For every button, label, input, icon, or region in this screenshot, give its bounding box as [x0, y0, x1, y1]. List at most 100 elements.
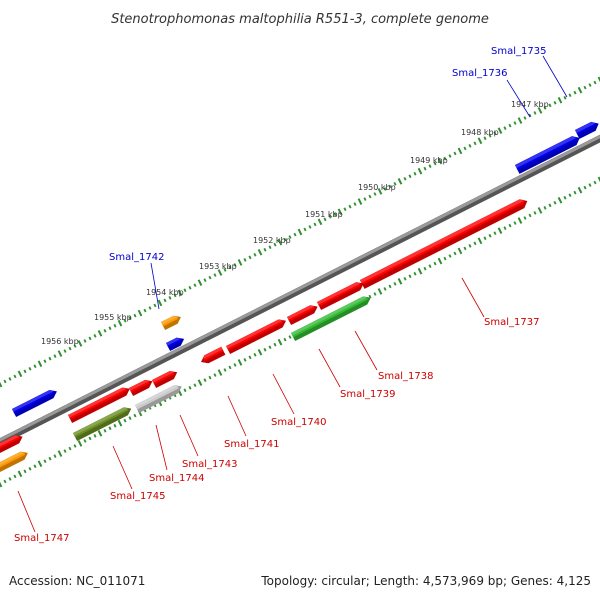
scale-tick — [113, 323, 117, 328]
scale-tick — [513, 121, 517, 125]
scale-tick — [453, 251, 457, 256]
gene-label-smal-1739[interactable]: Smal_1739 — [340, 389, 395, 400]
scale-tick — [183, 288, 187, 293]
scale-tick — [568, 93, 572, 98]
scale-tick — [368, 294, 372, 299]
gene-label-smal-1741[interactable]: Smal_1741 — [224, 439, 279, 450]
gene-label-smal-1735[interactable]: Smal_1735 — [491, 46, 546, 57]
gene-label-smal-1742[interactable]: Smal_1742 — [109, 252, 164, 263]
scale-tick — [163, 298, 167, 303]
scale-label: 1949 kbp — [410, 156, 448, 165]
gene-smal-1743[interactable] — [152, 371, 178, 388]
scale-tick — [553, 200, 557, 205]
gene-smal-1747[interactable] — [0, 435, 23, 455]
gene-smal-1736[interactable] — [515, 136, 580, 174]
label-leaders — [17, 55, 568, 533]
gene-smal-1744-gray[interactable] — [135, 385, 182, 413]
gene-smal-1747-orange[interactable] — [0, 451, 28, 474]
scale-tick — [448, 154, 452, 158]
gene-label-smal-1736[interactable]: Smal_1736 — [452, 68, 507, 79]
gene-smal-1744[interactable] — [129, 379, 153, 396]
gene-label-smal-1745[interactable]: Smal_1745 — [110, 491, 165, 502]
gene-smal-1742[interactable] — [166, 337, 185, 351]
scale-tick — [473, 241, 477, 246]
scale-tick — [57, 450, 63, 457]
scale-tick — [443, 156, 447, 161]
scale-tick — [497, 127, 503, 134]
gene-label-smal-1747[interactable]: Smal_1747 — [14, 533, 69, 544]
gene-smal-1745-olive[interactable] — [73, 407, 132, 441]
scale-tick — [397, 278, 403, 285]
scale-tick — [177, 289, 183, 297]
scale-tick — [13, 374, 17, 379]
scale-tick — [257, 248, 263, 256]
scale-label: 1947 kbp — [511, 100, 549, 109]
scale-tick — [203, 378, 207, 382]
scale-tick — [423, 266, 427, 271]
genome-summary-text: Topology: circular; Length: 4,573,969 bp… — [261, 574, 591, 588]
scale-tick — [53, 454, 57, 458]
scale-tick — [413, 171, 417, 176]
gene-label-smal-1740[interactable]: Smal_1740 — [271, 417, 326, 428]
scale-tick — [463, 146, 467, 151]
scale-tick — [133, 313, 137, 318]
gene-smal-1745[interactable] — [68, 387, 130, 424]
scale-tick — [443, 256, 447, 261]
gene-smal-1737[interactable] — [360, 199, 528, 289]
scale-tick — [473, 141, 477, 146]
scale-tick — [373, 292, 377, 296]
gene-smal-1746[interactable] — [12, 390, 57, 417]
scale-tick — [243, 358, 247, 362]
scale-tick — [508, 223, 512, 228]
scale-tick — [93, 334, 97, 338]
scale-tick — [543, 106, 547, 110]
gene-label-smal-1738[interactable]: Smal_1738 — [378, 371, 433, 382]
scale-tick — [428, 264, 432, 268]
scale-tick — [113, 423, 117, 428]
scale-tick — [228, 365, 232, 370]
gene-smal-1739[interactable] — [291, 296, 371, 341]
gene-smal-1738[interactable] — [317, 282, 364, 310]
scale-tick — [108, 426, 112, 431]
scale-tick — [463, 246, 467, 251]
scale-tick — [357, 198, 363, 205]
gene-smal-1740b[interactable] — [226, 319, 286, 354]
scale-tick — [533, 211, 537, 215]
scale-tick — [197, 279, 203, 286]
scale-tick — [468, 244, 472, 248]
scale-tick — [393, 282, 397, 286]
scale-tick — [517, 117, 523, 124]
scale-tick — [273, 242, 277, 247]
scale-tick — [268, 345, 272, 350]
gene-smal-1741[interactable] — [201, 346, 226, 364]
gene-label-smal-1743[interactable]: Smal_1743 — [182, 459, 237, 470]
scale-tick — [323, 217, 327, 222]
scale-tick — [103, 328, 107, 333]
scale-tick — [217, 369, 223, 376]
gene-label-smal-1744[interactable]: Smal_1744 — [149, 473, 204, 484]
scale-tick — [237, 359, 243, 366]
gene-smal-1735[interactable] — [575, 121, 599, 139]
scale-tick — [223, 368, 227, 372]
scale-tick — [57, 350, 63, 357]
scale-tick — [288, 335, 292, 339]
scale-tick — [397, 178, 403, 185]
scale-tick — [63, 449, 67, 453]
gene-smal-1740[interactable] — [287, 305, 318, 325]
scale-tick — [213, 273, 217, 277]
scale-tick — [123, 318, 127, 323]
scale-tick — [353, 202, 357, 206]
scale-tick — [53, 354, 57, 358]
scale-tick — [588, 183, 592, 187]
scale-tick — [373, 192, 377, 196]
gene-features — [0, 121, 599, 474]
scale-tick — [508, 123, 512, 128]
scale-tick — [277, 338, 283, 346]
scale-tick — [63, 349, 67, 353]
scale-tick — [317, 218, 323, 226]
gene-smal-1742-orange[interactable] — [161, 315, 181, 330]
scale-tick — [253, 352, 257, 357]
scale-tick — [493, 231, 497, 236]
scale-tick — [468, 144, 472, 148]
gene-label-smal-1737[interactable]: Smal_1737 — [484, 317, 539, 328]
